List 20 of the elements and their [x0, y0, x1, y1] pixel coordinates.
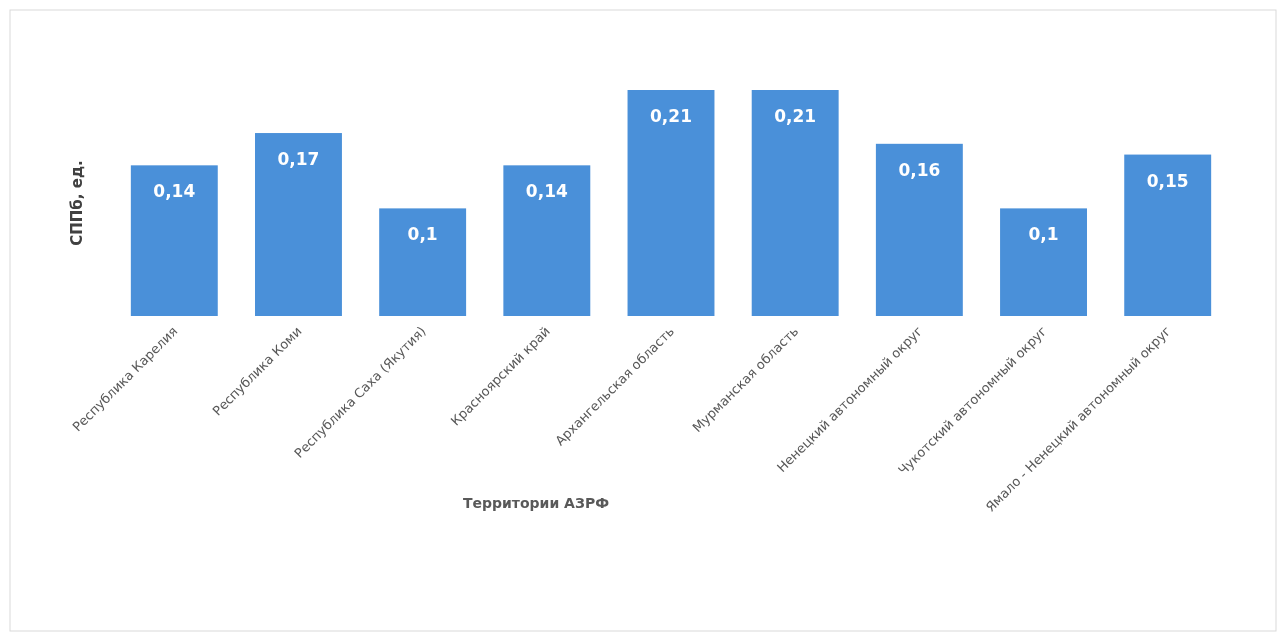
bar	[1124, 154, 1212, 316]
x-axis-title: Территории АЗРФ	[462, 495, 610, 511]
bar	[130, 165, 218, 316]
bar	[751, 90, 839, 316]
bar	[255, 133, 342, 316]
data-label: 0,17	[277, 149, 320, 170]
data-label: 0,15	[1146, 170, 1189, 191]
bar	[503, 165, 591, 316]
y-axis-title: СППб, ед.	[68, 160, 86, 246]
data-label: 0,1	[1028, 224, 1059, 245]
bar	[875, 143, 963, 316]
data-label: 0,21	[774, 106, 817, 126]
bar	[1000, 208, 1087, 316]
data-label: 0,1	[407, 224, 438, 245]
data-label: 0,14	[153, 181, 196, 202]
bar	[627, 90, 715, 316]
data-label: 0,14	[525, 181, 568, 202]
data-label: 0,21	[650, 106, 692, 126]
data-label: 0,16	[898, 159, 941, 180]
bar	[379, 208, 467, 316]
